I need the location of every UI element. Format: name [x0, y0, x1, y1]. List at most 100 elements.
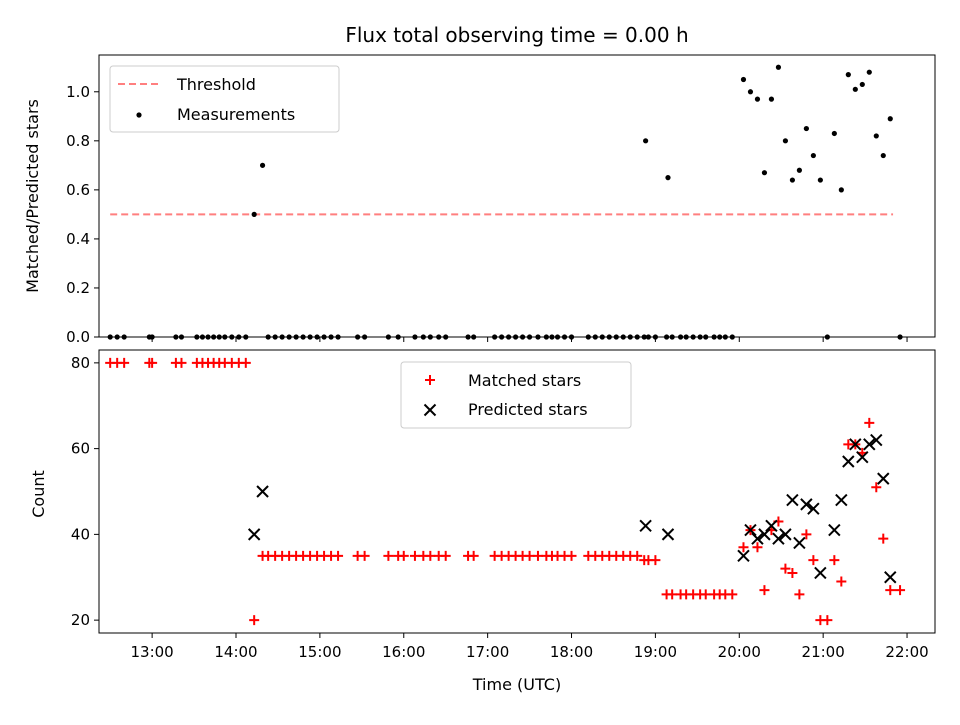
- measurement-point: [761, 170, 768, 176]
- matched-star-point: [871, 482, 882, 493]
- legend-threshold-label: Threshold: [176, 75, 256, 94]
- x-tick-label: 17:00: [466, 643, 509, 661]
- x-tick-label: 14:00: [214, 643, 257, 661]
- matched-star-point: [836, 576, 847, 587]
- matched-star-point: [822, 615, 833, 626]
- measurement-point: [873, 133, 879, 139]
- matched-star-point: [700, 589, 711, 600]
- matched-star-point: [667, 589, 678, 600]
- matched-star-point: [895, 585, 906, 596]
- legend-frame: [109, 65, 340, 133]
- top-y-tick-label: 0.2: [66, 279, 90, 297]
- matched-star-point: [632, 550, 643, 561]
- predicted-star-point: [751, 532, 764, 545]
- matched-star-point: [468, 550, 479, 561]
- predicted-star-point: [814, 566, 827, 580]
- measurement-point: [838, 187, 844, 193]
- matched-star-point: [119, 357, 130, 368]
- matched-star-point: [787, 567, 798, 578]
- legend-frame: [400, 361, 632, 429]
- predicted-star-point: [835, 493, 848, 507]
- measurement-point: [259, 162, 266, 168]
- matched-star-point: [532, 550, 543, 561]
- measurement-point: [775, 64, 782, 70]
- matched-star-point: [878, 533, 889, 544]
- top-legend: Threshold Measurements: [109, 65, 340, 133]
- top-y-tick-label: 0.6: [66, 181, 90, 199]
- measurement-point: [782, 138, 789, 144]
- predicted-star-point: [737, 549, 750, 563]
- legend-predicted-label: Predicted stars: [468, 400, 588, 419]
- legend-matched-swatch: [425, 375, 435, 385]
- predicted-star-point: [793, 536, 806, 550]
- measurement-point: [789, 177, 796, 183]
- matched-star-point: [359, 550, 370, 561]
- bottom-legend: Matched stars Predicted stars: [400, 361, 632, 429]
- x-tick-label: 21:00: [802, 643, 845, 661]
- measurement-point: [831, 130, 837, 137]
- bottom-y-tick-label: 60: [71, 440, 90, 458]
- predicted-star-point: [842, 455, 855, 468]
- x-tick-label: 19:00: [634, 643, 677, 661]
- predicted-star-point: [639, 519, 652, 533]
- predicted-star-point: [807, 502, 820, 515]
- legend-predicted-swatch: [423, 403, 437, 417]
- matched-star-point: [829, 555, 840, 566]
- measurement-point: [643, 138, 649, 144]
- matched-star-point: [780, 563, 791, 574]
- matched-star-point: [759, 585, 770, 596]
- matched-star-point: [333, 550, 344, 561]
- matched-star-point: [440, 550, 451, 561]
- x-axis-label: Time (UTC): [472, 675, 561, 694]
- matched-star-point: [801, 529, 812, 540]
- measurement-point: [251, 211, 257, 217]
- top-y-tick-label: 0.4: [66, 230, 90, 248]
- chart-title: Flux total observing time = 0.00 h: [345, 23, 688, 47]
- top-axes: 0.0 0.2 0.4 0.6 0.8 1.0 Threshold Measurements: [66, 54, 936, 346]
- matched-star-point: [650, 555, 661, 566]
- predicted-star-point: [758, 528, 771, 541]
- bottom-y-tick-label: 80: [71, 354, 90, 372]
- matched-star-point: [240, 357, 251, 368]
- matched-star-point: [794, 589, 805, 600]
- x-tick-label: 22:00: [885, 643, 928, 661]
- matched-star-point: [409, 550, 420, 561]
- x-tick-label: 15:00: [298, 643, 341, 661]
- bottom-y-tick-label: 20: [71, 611, 90, 629]
- measurement-point: [754, 96, 761, 102]
- top-y-tick-label: 0.0: [66, 328, 90, 346]
- matched-star-point: [398, 550, 409, 561]
- x-tick-label: 18:00: [550, 643, 593, 661]
- measurement-point: [817, 177, 823, 183]
- matched-star-point: [727, 589, 738, 600]
- predicted-star-point: [786, 493, 799, 507]
- measurement-point: [880, 152, 886, 159]
- x-tick-label: 13:00: [131, 643, 174, 661]
- matched-star-point: [383, 550, 394, 561]
- measurement-point: [866, 69, 872, 75]
- x-tick-label: 20:00: [718, 643, 761, 661]
- legend-measurements-swatch: [136, 112, 142, 118]
- predicted-star-point: [661, 528, 675, 541]
- predicted-star-point: [247, 528, 261, 541]
- bottom-y-tick-label: 40: [71, 525, 90, 543]
- predicted-star-point: [877, 472, 890, 485]
- bottom-axes: 20 40 60 80 13:00 14:00 15:00 16:00 17:00 18:00 19…: [71, 349, 936, 661]
- matched-star-point: [425, 550, 436, 561]
- measurement-point: [852, 86, 858, 92]
- matched-star-point: [864, 417, 875, 428]
- predicted-star-point: [863, 438, 876, 451]
- predicted-star-point: [849, 438, 862, 451]
- measurement-point: [740, 76, 747, 83]
- measurement-point: [665, 175, 671, 181]
- measurement-point: [803, 125, 809, 132]
- matched-star-point: [566, 550, 577, 561]
- measurement-point: [887, 116, 893, 122]
- matched-star-point: [524, 550, 535, 561]
- top-y-axis-label: Matched/Predicted stars: [23, 99, 42, 293]
- matched-star-point: [249, 615, 260, 626]
- top-y-tick-label: 1.0: [66, 83, 90, 101]
- predicted-star-point: [744, 523, 757, 537]
- matched-star-point: [738, 542, 749, 553]
